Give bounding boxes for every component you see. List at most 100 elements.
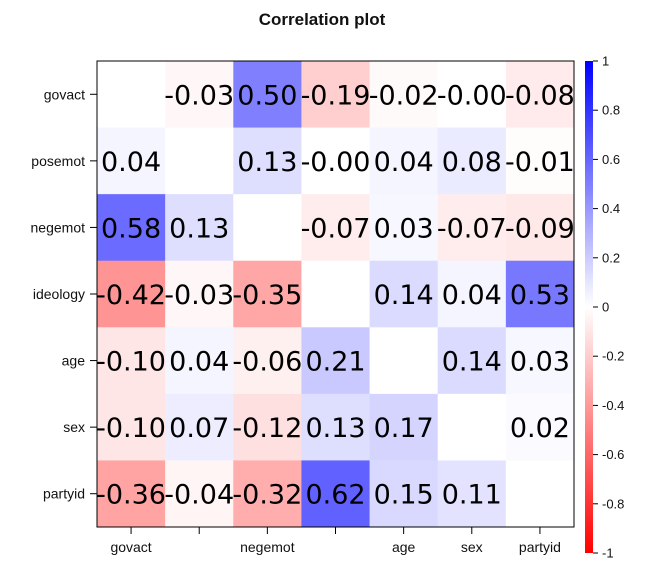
heatmap-cell-label: 0.13 xyxy=(237,147,297,178)
heatmap-cell xyxy=(165,460,234,528)
legend-tick-label: -0.4 xyxy=(602,398,624,413)
heatmap-cell-label: -0.04 xyxy=(164,480,234,511)
heatmap-cell xyxy=(301,393,371,461)
heatmap-cell xyxy=(505,327,575,395)
heatmap-cell xyxy=(97,327,166,395)
heatmap-cell-label: -0.36 xyxy=(96,480,166,511)
heatmap-cell xyxy=(301,460,371,528)
y-tick-label: negemot xyxy=(31,219,86,235)
legend-tick-label: 0.2 xyxy=(602,250,620,265)
legend-tick-label: -0.2 xyxy=(602,349,624,364)
y-tick-label: govact xyxy=(44,86,85,102)
heatmap-cell-label: 0.62 xyxy=(305,480,365,511)
heatmap-cells xyxy=(97,61,575,528)
heatmap-cell-label: 0.07 xyxy=(169,413,229,444)
heatmap-cell-label: -0.19 xyxy=(301,80,371,111)
heatmap-cell xyxy=(165,127,234,195)
heatmap-cell-label: -0.06 xyxy=(232,347,302,378)
heatmap-cell xyxy=(437,327,507,395)
heatmap-cell xyxy=(505,194,575,262)
heatmap-cell xyxy=(437,460,507,528)
heatmap-cell-label: -0.32 xyxy=(232,480,302,511)
heatmap-cell-label: -0.07 xyxy=(437,213,507,244)
heatmap-cell xyxy=(369,260,439,328)
heatmap-cell-label: 0.02 xyxy=(510,413,570,444)
heatmap-cell xyxy=(369,194,439,262)
heatmap-cell-label: 0.13 xyxy=(169,213,229,244)
heatmap-cell xyxy=(97,393,166,461)
x-axis: govact negemot age sex partyid xyxy=(110,527,561,555)
y-tick-label: ideology xyxy=(33,286,85,302)
heatmap-cell xyxy=(437,194,507,262)
heatmap-cell xyxy=(233,127,302,195)
heatmap-cell xyxy=(233,194,302,262)
y-tick-label: posemot xyxy=(31,153,85,169)
heatmap-cell xyxy=(505,393,575,461)
heatmap-cell-label: 0.58 xyxy=(101,213,161,244)
heatmap-cell-label: 0.14 xyxy=(442,347,502,378)
heatmap-cell xyxy=(301,260,371,328)
heatmap-cell xyxy=(437,393,507,461)
heatmap-cell-label: -0.00 xyxy=(437,80,507,111)
heatmap-cell xyxy=(369,460,439,528)
heatmap-cell xyxy=(301,61,371,129)
x-tick-label: negemot xyxy=(240,539,295,555)
heatmap-cell-label: 0.13 xyxy=(305,413,365,444)
heatmap-cell xyxy=(165,327,234,395)
heatmap-cell xyxy=(233,393,302,461)
heatmap-cell-label: 0.03 xyxy=(374,213,434,244)
legend-tick-label: 0 xyxy=(602,300,609,315)
legend-tick-label: 1 xyxy=(602,54,609,69)
heatmap-cell xyxy=(165,393,234,461)
heatmap-cell xyxy=(505,260,575,328)
heatmap-cell-label: 0.08 xyxy=(442,147,502,178)
heatmap-cell xyxy=(97,61,166,129)
heatmap-cell-label: 0.04 xyxy=(442,280,502,311)
x-tick-label: govact xyxy=(110,539,151,555)
heatmap-cell-label: 0.15 xyxy=(374,480,434,511)
heatmap-cell-label: -0.42 xyxy=(96,280,166,311)
heatmap-cell-label: 0.50 xyxy=(237,80,297,111)
heatmap-cell xyxy=(369,127,439,195)
heatmap-cell-label: 0.14 xyxy=(374,280,434,311)
heatmap-cell-label: 0.11 xyxy=(442,480,502,511)
heatmap-cell-label: -0.12 xyxy=(232,413,302,444)
heatmap-cell-label: -0.35 xyxy=(232,280,302,311)
heatmap-cell xyxy=(233,260,302,328)
heatmap-cell-label: -0.01 xyxy=(505,147,575,178)
color-legend-ticks: 1 0.8 0.6 0.4 0.2 0 -0.2 -0.4 -0.6 -0.8 -1 xyxy=(593,54,624,561)
x-tick-label: age xyxy=(392,539,416,555)
color-legend: 1 0.8 0.6 0.4 0.2 0 -0.2 -0.4 -0.6 -0.8 -1 xyxy=(585,54,624,561)
heatmap-cell-label: 0.04 xyxy=(374,147,434,178)
heatmap-cell xyxy=(301,327,371,395)
legend-tick-label: 0.8 xyxy=(602,103,620,118)
heatmap-cell xyxy=(233,327,302,395)
heatmap-cell-label: -0.03 xyxy=(164,80,234,111)
heatmap-cell xyxy=(369,393,439,461)
heatmap-cell xyxy=(369,61,439,129)
legend-tick-label: 0.6 xyxy=(602,152,620,167)
x-tick-label: sex xyxy=(461,539,483,555)
heatmap-cell-label: 0.21 xyxy=(305,347,365,378)
heatmap-cell xyxy=(505,61,575,129)
heatmap-cell xyxy=(97,260,166,328)
y-tick-label: sex xyxy=(63,419,85,435)
y-tick-label: age xyxy=(62,353,86,369)
heatmap-cell-label: 0.04 xyxy=(101,147,161,178)
heatmap-cell xyxy=(97,127,166,195)
heatmap-cell xyxy=(301,194,371,262)
heatmap-cell-label: -0.10 xyxy=(96,413,166,444)
heatmap-cell-label: 0.17 xyxy=(374,413,434,444)
y-tick-label: partyid xyxy=(43,486,85,502)
heatmap-cell xyxy=(233,460,302,528)
heatmap-cell xyxy=(97,194,166,262)
heatmap-cell xyxy=(165,194,234,262)
heatmap-cell xyxy=(505,460,575,528)
heatmap-cell xyxy=(437,61,507,129)
legend-tick-label: 0.4 xyxy=(602,201,620,216)
heatmap-cell xyxy=(165,61,234,129)
heatmap-cell-label: -0.10 xyxy=(96,347,166,378)
heatmap-cell xyxy=(437,260,507,328)
heatmap-cell xyxy=(437,127,507,195)
